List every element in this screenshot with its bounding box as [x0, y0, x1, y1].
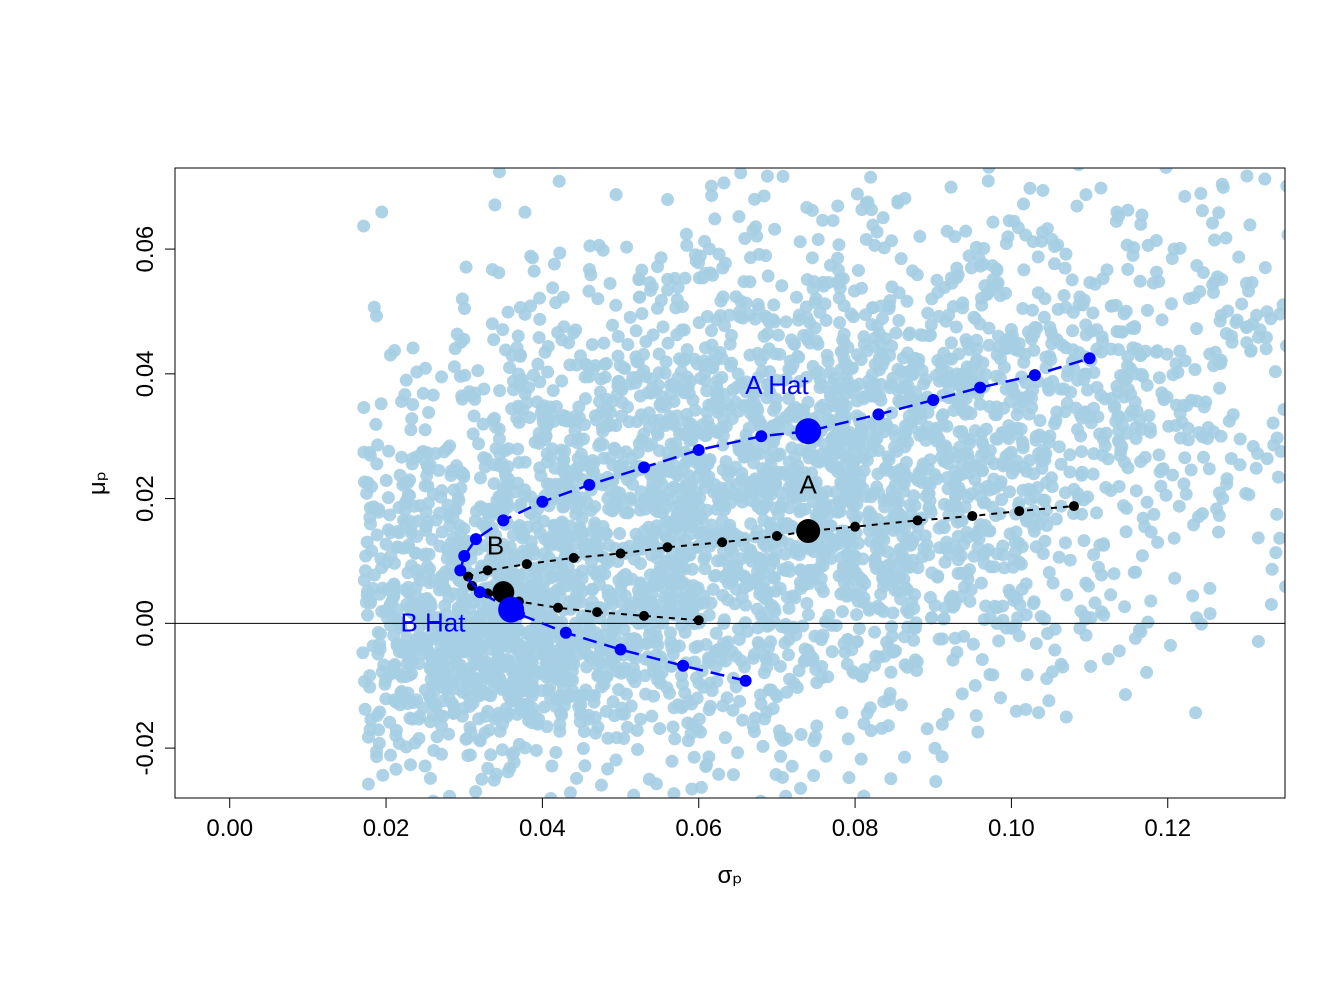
point-label-A: A	[799, 470, 817, 500]
x-tick-label: 0.12	[1144, 815, 1191, 842]
y-tick-label: 0.06	[132, 226, 159, 273]
efficient-frontier-chart: 0.00 0.02 0.04 0.06 0.08 0.10 0.12 σₚ -0.02 0.00 0…	[0, 0, 1344, 1008]
x-tick-label: 0.04	[519, 815, 566, 842]
x-tick-label: 0.02	[363, 815, 410, 842]
x-tick-label: 0.00	[206, 815, 253, 842]
point-A	[796, 519, 820, 543]
y-axis-label: μₚ	[84, 471, 111, 495]
y-tick-label: 0.02	[132, 475, 159, 522]
point-label-B_hat: B Hat	[400, 607, 466, 637]
point-label-B: B	[487, 531, 504, 561]
y-tick-label: 0.00	[132, 600, 159, 647]
y-tick-label: 0.04	[132, 350, 159, 397]
x-axis-label: σₚ	[717, 862, 742, 889]
point-A_hat	[795, 418, 821, 444]
point-label-A_hat: A Hat	[745, 370, 809, 400]
point-B_hat	[498, 597, 524, 623]
x-tick-label: 0.08	[832, 815, 879, 842]
x-tick-label: 0.06	[675, 815, 722, 842]
y-tick-label: -0.02	[132, 721, 159, 776]
x-tick-label: 0.10	[988, 815, 1035, 842]
